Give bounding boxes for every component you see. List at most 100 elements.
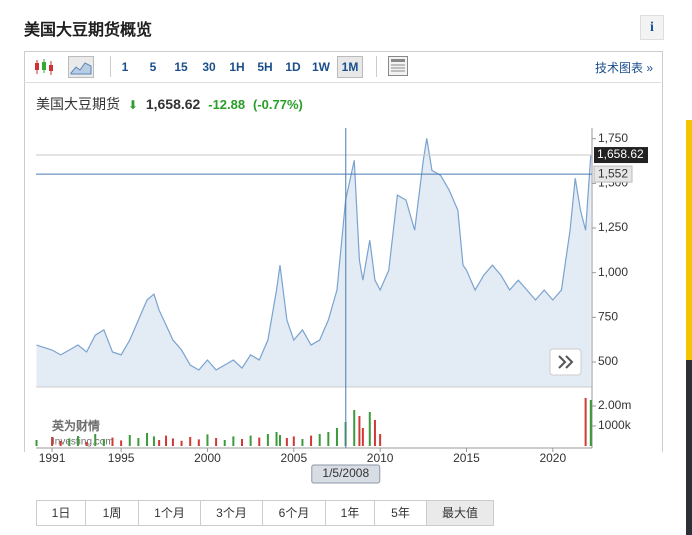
volume-bar [249, 435, 252, 446]
last-price: 1,658.62 [145, 96, 201, 112]
widget-frame [24, 51, 663, 452]
volume-bar [373, 420, 376, 446]
scroll-button-icon [558, 355, 574, 369]
x-tick-label: 1991 [39, 451, 66, 465]
volume-bar [197, 439, 200, 446]
crosshair-value-label: 1,552 [598, 166, 628, 180]
volume-bar [94, 434, 97, 446]
interval-button[interactable]: 15 [174, 60, 188, 74]
volume-bar [111, 437, 114, 446]
volume-bar [128, 435, 131, 446]
y-tick-label: 500 [598, 354, 618, 368]
volume-bar [76, 436, 79, 446]
sidebar-edge [686, 120, 692, 360]
volume-bar [318, 434, 321, 446]
down-arrow: ⬇ [127, 98, 138, 112]
volume-tick-label: 2.00m [598, 398, 631, 412]
chart: 5007501,0001,2501,5001,75019911995200020… [35, 128, 648, 484]
volume-bar [102, 439, 105, 446]
x-tick-label: 2015 [453, 451, 480, 465]
volume-bar [120, 440, 123, 446]
volume-bar [152, 436, 155, 446]
interval-button[interactable]: 1 [121, 60, 129, 74]
price-change: -12.88 [208, 97, 246, 112]
volume-bar [223, 440, 226, 446]
x-tick-label: 1995 [108, 451, 135, 465]
x-tick-label: 2005 [280, 451, 307, 465]
page-title: 美国大豆期货概览 [24, 22, 153, 39]
volume-bar [361, 428, 364, 446]
range-button[interactable]: 3个月 [201, 501, 263, 525]
volume-bar [278, 435, 281, 446]
interval-button[interactable]: 1W [312, 60, 330, 74]
volume-bar [240, 439, 243, 446]
toolbar: 1 5 15 30 1H 5H 1D 1W 1M 技术图表 » [24, 51, 661, 83]
volume-bar [353, 410, 356, 446]
volume-bar [51, 437, 54, 446]
sidebar-edge [686, 360, 692, 535]
interval-button[interactable]: 1M [337, 56, 363, 78]
instrument-name: 美国大豆期货 [36, 96, 120, 112]
volume-bar [180, 440, 183, 446]
y-tick-label: 1,750 [598, 131, 628, 145]
table-icon[interactable] [388, 56, 408, 76]
volume-bar [189, 437, 192, 446]
y-tick-label: 750 [598, 310, 618, 324]
watermark: Investing.com [52, 437, 114, 448]
y-tick-label: 1,000 [598, 265, 628, 279]
candle-icon[interactable] [34, 58, 54, 76]
interval-button[interactable]: 1D [285, 60, 301, 74]
volume-bar [301, 439, 304, 446]
x-tick-label: 2000 [194, 451, 221, 465]
crosshair-value-tag [593, 165, 633, 183]
area-icon[interactable] [68, 56, 94, 78]
last-price-label: 1,658.62 [597, 147, 644, 161]
separator [110, 56, 111, 77]
range-button[interactable]: 最大值 [427, 501, 493, 525]
technical-chart-link[interactable]: 技术图表 » [594, 61, 653, 75]
range-button[interactable]: 6个月 [263, 501, 326, 525]
volume-bar [358, 416, 361, 446]
range-button[interactable]: 1日 [37, 501, 86, 525]
interval-button[interactable]: 5 [149, 60, 157, 74]
volume-bar [137, 438, 140, 446]
range-button[interactable]: 5年 [375, 501, 427, 525]
interval-button[interactable]: 30 [202, 60, 216, 74]
scroll-button[interactable] [549, 348, 582, 376]
range-button[interactable]: 1周 [86, 501, 139, 525]
volume-bar [292, 436, 295, 446]
volume-bar [285, 438, 288, 446]
volume-bar [158, 440, 161, 446]
volume-bar [206, 434, 209, 446]
volume-bar [327, 432, 330, 446]
volume-bar [59, 441, 62, 446]
volume-bar [379, 434, 382, 446]
volume-bar [266, 434, 269, 446]
volume-bar [171, 438, 174, 446]
crosshair-date-label: 1/5/2008 [322, 466, 369, 480]
quote-line: 美国大豆期货 ⬇ 1,658.62 -12.88 (-0.77%) [36, 94, 307, 114]
volume-bar [584, 398, 587, 446]
y-tick-label: 1,250 [598, 220, 628, 234]
volume-tick-label: 1000k [598, 418, 632, 432]
volume-bar [35, 440, 38, 446]
x-tick-label: 2020 [539, 451, 566, 465]
volume-bar [335, 428, 338, 446]
interval-button[interactable]: 1H [229, 60, 245, 74]
volume-bar [232, 436, 235, 446]
separator [376, 56, 377, 77]
volume-bar [589, 400, 592, 446]
volume-bar [68, 438, 71, 446]
info-button[interactable]: i [640, 15, 664, 40]
range-button[interactable]: 1年 [326, 501, 375, 525]
volume-bar [310, 435, 313, 446]
price-line [36, 138, 592, 371]
volume-bar [275, 432, 278, 446]
volume-bar [146, 433, 149, 446]
range-group: 1日 1周 1个月 3个月 6个月 1年 5年 最大值 [36, 500, 494, 526]
price-change-pct: (-0.77%) [253, 97, 303, 112]
watermark: 英为财情 [52, 418, 100, 433]
range-button[interactable]: 1个月 [139, 501, 201, 525]
interval-button[interactable]: 5H [257, 60, 273, 74]
